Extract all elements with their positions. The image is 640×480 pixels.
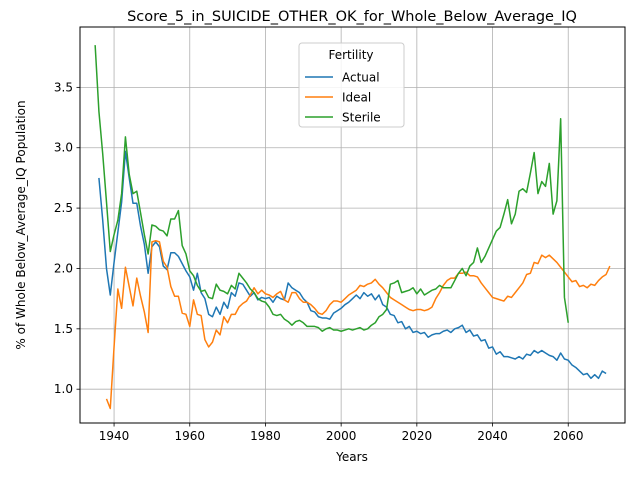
legend-label: Sterile — [342, 111, 381, 125]
y-tick-label: 3.0 — [54, 141, 73, 155]
legend-label: Actual — [342, 71, 380, 85]
legend-label: Ideal — [342, 91, 371, 105]
x-axis-label: Years — [335, 450, 368, 464]
x-tick-label: 1960 — [174, 429, 205, 443]
legend-box — [298, 42, 405, 128]
legend-title: Fertility — [328, 48, 373, 62]
x-tick-label: 2020 — [402, 429, 433, 443]
legend-item-sterile: Sterile — [305, 111, 381, 125]
y-axis: 1.0 1.5 2.0 2.5 3.0 3.5 — [54, 80, 80, 396]
grid — [80, 27, 625, 423]
series-line-sterile — [94, 45, 569, 332]
x-tick-label: 2060 — [553, 429, 584, 443]
x-tick-label: 1980 — [250, 429, 281, 443]
y-tick-label: 1.0 — [54, 382, 73, 396]
series-line-actual — [98, 150, 607, 380]
legend-item-actual: Actual — [305, 71, 380, 85]
series-line-ideal — [105, 239, 611, 410]
x-tick-label: 2040 — [477, 429, 508, 443]
chart-title: Score_5_in_SUICIDE_OTHER_OK_for_Whole_Be… — [127, 9, 577, 25]
x-tick-label: 2000 — [326, 429, 357, 443]
legend: Fertility Actual Ideal Sterile — [298, 42, 405, 128]
y-tick-label: 1.5 — [54, 322, 73, 336]
plot-frame — [79, 26, 626, 424]
y-axis-label: % of Whole Below_Average_IQ Population — [14, 100, 28, 349]
y-tick-label: 3.5 — [54, 80, 73, 94]
y-tick-label: 2.0 — [54, 261, 73, 275]
y-tick-label: 2.5 — [54, 201, 73, 215]
x-tick-label: 1940 — [99, 429, 130, 443]
series-lines — [94, 45, 611, 410]
legend-items: Actual Ideal Sterile — [305, 71, 381, 125]
legend-item-ideal: Ideal — [305, 91, 371, 105]
x-axis: 1940 1960 1980 2000 2020 2040 2060 — [99, 423, 584, 443]
